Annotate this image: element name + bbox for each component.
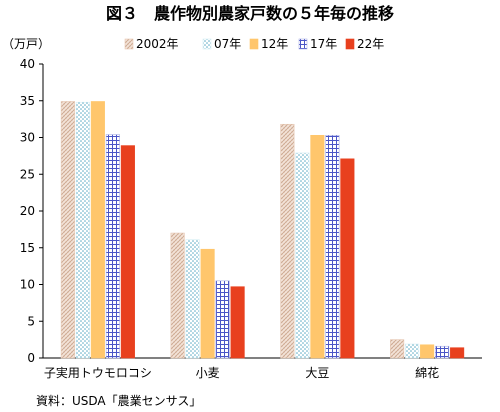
bar xyxy=(295,152,310,359)
bar xyxy=(280,123,295,359)
y-tick-label: 40 xyxy=(20,57,35,71)
y-tick-label: 15 xyxy=(20,241,35,255)
bar xyxy=(90,101,105,359)
legend-label: 07年 xyxy=(214,37,241,51)
y-tick-label: 25 xyxy=(20,167,35,181)
bar xyxy=(200,248,215,359)
bars xyxy=(60,101,465,359)
legend-swatch xyxy=(202,38,212,50)
y-tick-label: 0 xyxy=(27,351,35,365)
bar xyxy=(435,345,450,359)
y-tick-label: 5 xyxy=(27,314,35,328)
x-axis: 子実用トウモロコシ 小麦 大豆 綿花 xyxy=(44,365,439,380)
bar xyxy=(405,343,420,359)
legend-swatch xyxy=(345,38,355,50)
bar xyxy=(215,280,230,359)
y-tick-label: 10 xyxy=(20,278,35,292)
bar xyxy=(420,344,435,359)
bar xyxy=(170,232,185,359)
y-tick-label: 30 xyxy=(20,131,35,145)
x-category-label: 子実用トウモロコシ xyxy=(44,365,152,380)
legend-label: 17年 xyxy=(310,37,337,51)
legend: 2002年 07年 12年 17年 22年 xyxy=(124,37,384,51)
y-tick-label: 35 xyxy=(20,94,35,108)
x-category-label: 大豆 xyxy=(305,366,329,380)
y-tick-label: 20 xyxy=(20,204,35,218)
legend-label: 2002年 xyxy=(136,37,179,51)
bar xyxy=(75,101,90,359)
chart-title: 図３ 農作物別農家戸数の５年毎の推移 xyxy=(106,4,394,23)
x-category-label: 小麦 xyxy=(196,366,220,380)
legend-swatch xyxy=(298,38,308,50)
bar xyxy=(105,134,120,359)
bar xyxy=(325,134,340,359)
legend-label: 22年 xyxy=(357,37,384,51)
bar xyxy=(230,286,245,359)
bar xyxy=(340,158,355,359)
bar xyxy=(310,134,325,359)
bar xyxy=(60,101,75,359)
legend-label: 12年 xyxy=(261,37,288,51)
source-note: 資料：USDA「農業センサス」 xyxy=(36,394,201,408)
bar xyxy=(390,339,405,359)
bar xyxy=(120,145,135,359)
bar xyxy=(450,347,465,359)
legend-swatch xyxy=(249,38,259,50)
legend-swatch xyxy=(124,38,134,50)
y-axis-label: （万戸） xyxy=(2,37,50,51)
bar xyxy=(185,239,200,359)
x-category-label: 綿花 xyxy=(415,365,439,380)
